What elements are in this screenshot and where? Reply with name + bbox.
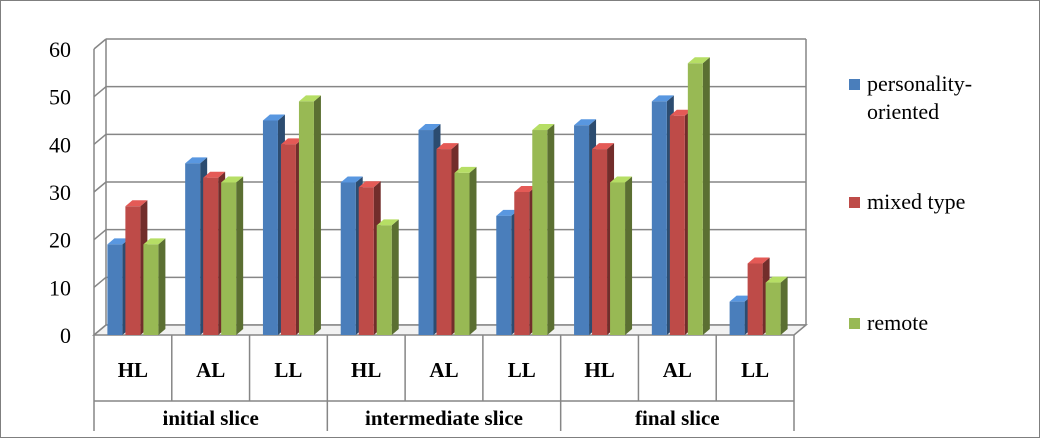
group-label: final slice — [635, 406, 720, 430]
gridline-side — [93, 86, 107, 98]
bar — [143, 244, 159, 335]
category-label: AL — [429, 358, 458, 382]
bar-top — [610, 176, 633, 183]
bar — [574, 125, 590, 336]
gridline-side — [93, 133, 107, 145]
legend-label: remote — [867, 310, 928, 335]
bar-top — [125, 200, 148, 207]
bar — [592, 149, 608, 335]
bar-top — [765, 276, 788, 283]
bar-side — [547, 124, 555, 336]
bar — [340, 182, 356, 335]
bar — [185, 163, 201, 335]
category-label: HL — [584, 358, 614, 382]
bar-side — [780, 276, 788, 335]
bar — [203, 177, 219, 335]
bar-top — [496, 209, 519, 216]
category-label: LL — [274, 358, 302, 382]
bar-top — [574, 119, 597, 126]
y-tick-label: 10 — [49, 275, 71, 300]
y-tick-label: 20 — [49, 228, 71, 253]
bar — [376, 225, 392, 335]
bar-side — [313, 95, 321, 335]
y-tick-label: 40 — [49, 132, 71, 157]
bar-top — [358, 181, 381, 188]
bar — [610, 182, 626, 335]
bar-top — [418, 124, 441, 131]
group-label: initial slice — [163, 406, 259, 430]
bar — [125, 206, 141, 335]
bar-side — [236, 176, 244, 335]
bar-side — [469, 166, 477, 335]
bar-top — [340, 176, 363, 183]
bar — [454, 172, 470, 335]
bar-top — [262, 114, 285, 121]
y-tick-label: 30 — [49, 180, 71, 205]
bar — [687, 63, 703, 336]
bar-top — [203, 171, 226, 178]
bar — [514, 192, 530, 335]
bar-top — [376, 219, 399, 226]
gridline-side — [93, 276, 107, 288]
bar — [532, 130, 548, 335]
bar — [107, 244, 123, 335]
bar — [651, 101, 667, 335]
category-label: AL — [663, 358, 692, 382]
category-label: LL — [508, 358, 536, 382]
bar — [436, 149, 452, 335]
bar-top — [532, 124, 555, 131]
legend-swatch — [849, 318, 860, 329]
bar-top — [592, 143, 615, 150]
category-label: HL — [351, 358, 381, 382]
legend-swatch — [849, 197, 860, 208]
bar-side — [625, 176, 633, 335]
bar-top — [454, 166, 477, 173]
bar-top — [436, 143, 459, 150]
bar-top — [107, 238, 130, 245]
group-label: intermediate slice — [365, 406, 523, 430]
legend-swatch — [849, 79, 860, 90]
category-label: HL — [118, 358, 148, 382]
bar — [280, 144, 296, 335]
bar — [298, 101, 314, 335]
legend-label: mixed type — [867, 189, 965, 214]
gridline-side — [93, 181, 107, 193]
bar-top — [669, 109, 692, 116]
bar-top — [221, 176, 244, 183]
bar-side — [158, 238, 166, 335]
bar-top — [280, 138, 303, 145]
bar — [418, 130, 434, 335]
bar-side — [391, 219, 399, 335]
bar-top — [747, 257, 770, 264]
bar — [221, 182, 237, 335]
bar — [262, 120, 278, 335]
category-label: AL — [196, 358, 225, 382]
y-tick-label: 0 — [60, 323, 71, 348]
bar-side — [702, 57, 710, 336]
legend-label: personality- — [867, 71, 972, 96]
bar-top — [298, 95, 321, 102]
bar-top — [687, 57, 710, 64]
legend-label: oriented — [867, 99, 939, 124]
gridline-side — [93, 38, 107, 50]
bar-top — [185, 157, 208, 164]
category-label: LL — [741, 358, 769, 382]
bar — [496, 215, 512, 335]
bar-top — [514, 186, 537, 192]
bar — [729, 301, 745, 335]
bar-top — [729, 295, 752, 302]
bar — [747, 263, 763, 335]
bar — [358, 187, 374, 335]
bar — [765, 282, 781, 335]
bar-top — [143, 238, 166, 245]
y-tick-label: 60 — [49, 37, 71, 62]
gridline-side — [93, 229, 107, 241]
y-tick-label: 50 — [49, 85, 71, 110]
bar — [669, 115, 685, 335]
bar-top — [651, 95, 674, 102]
